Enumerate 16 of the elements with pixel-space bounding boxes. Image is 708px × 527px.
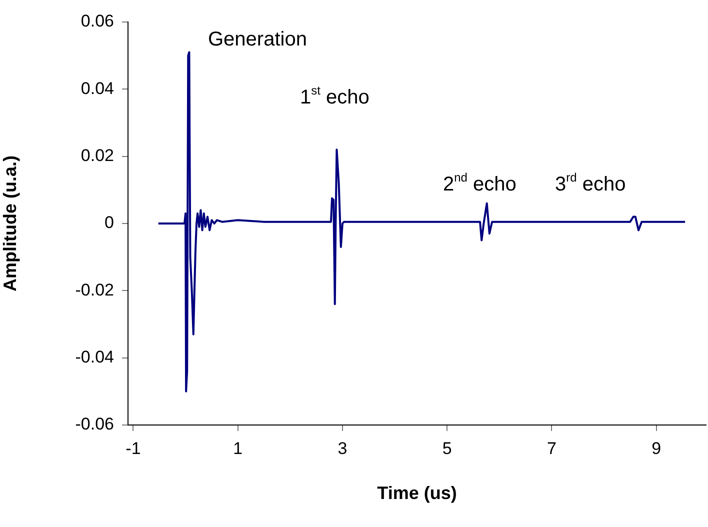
x-tick-label: 1 [233, 438, 243, 458]
x-tick-label: -1 [126, 438, 141, 458]
y-tick-label: 0.06 [80, 12, 114, 31]
y-tick-label: 0.04 [80, 78, 114, 98]
x-axis-title: Time (us) [377, 483, 457, 504]
y-tick-label: 0 [104, 213, 114, 232]
y-tick-label: -0.04 [75, 348, 114, 367]
y-tick-label: -0.06 [75, 414, 114, 434]
annotation: Generation [208, 28, 307, 51]
y-tick-label: 0.02 [80, 146, 114, 166]
x-tick-label: 5 [442, 438, 452, 458]
x-tick-label: 9 [652, 438, 662, 458]
y-axis-title: Amplitude (u.a.) [0, 156, 20, 292]
y-tick-label: -0.02 [75, 280, 114, 300]
x-tick-label: 7 [546, 438, 556, 458]
x-tick-label: 3 [338, 438, 348, 458]
